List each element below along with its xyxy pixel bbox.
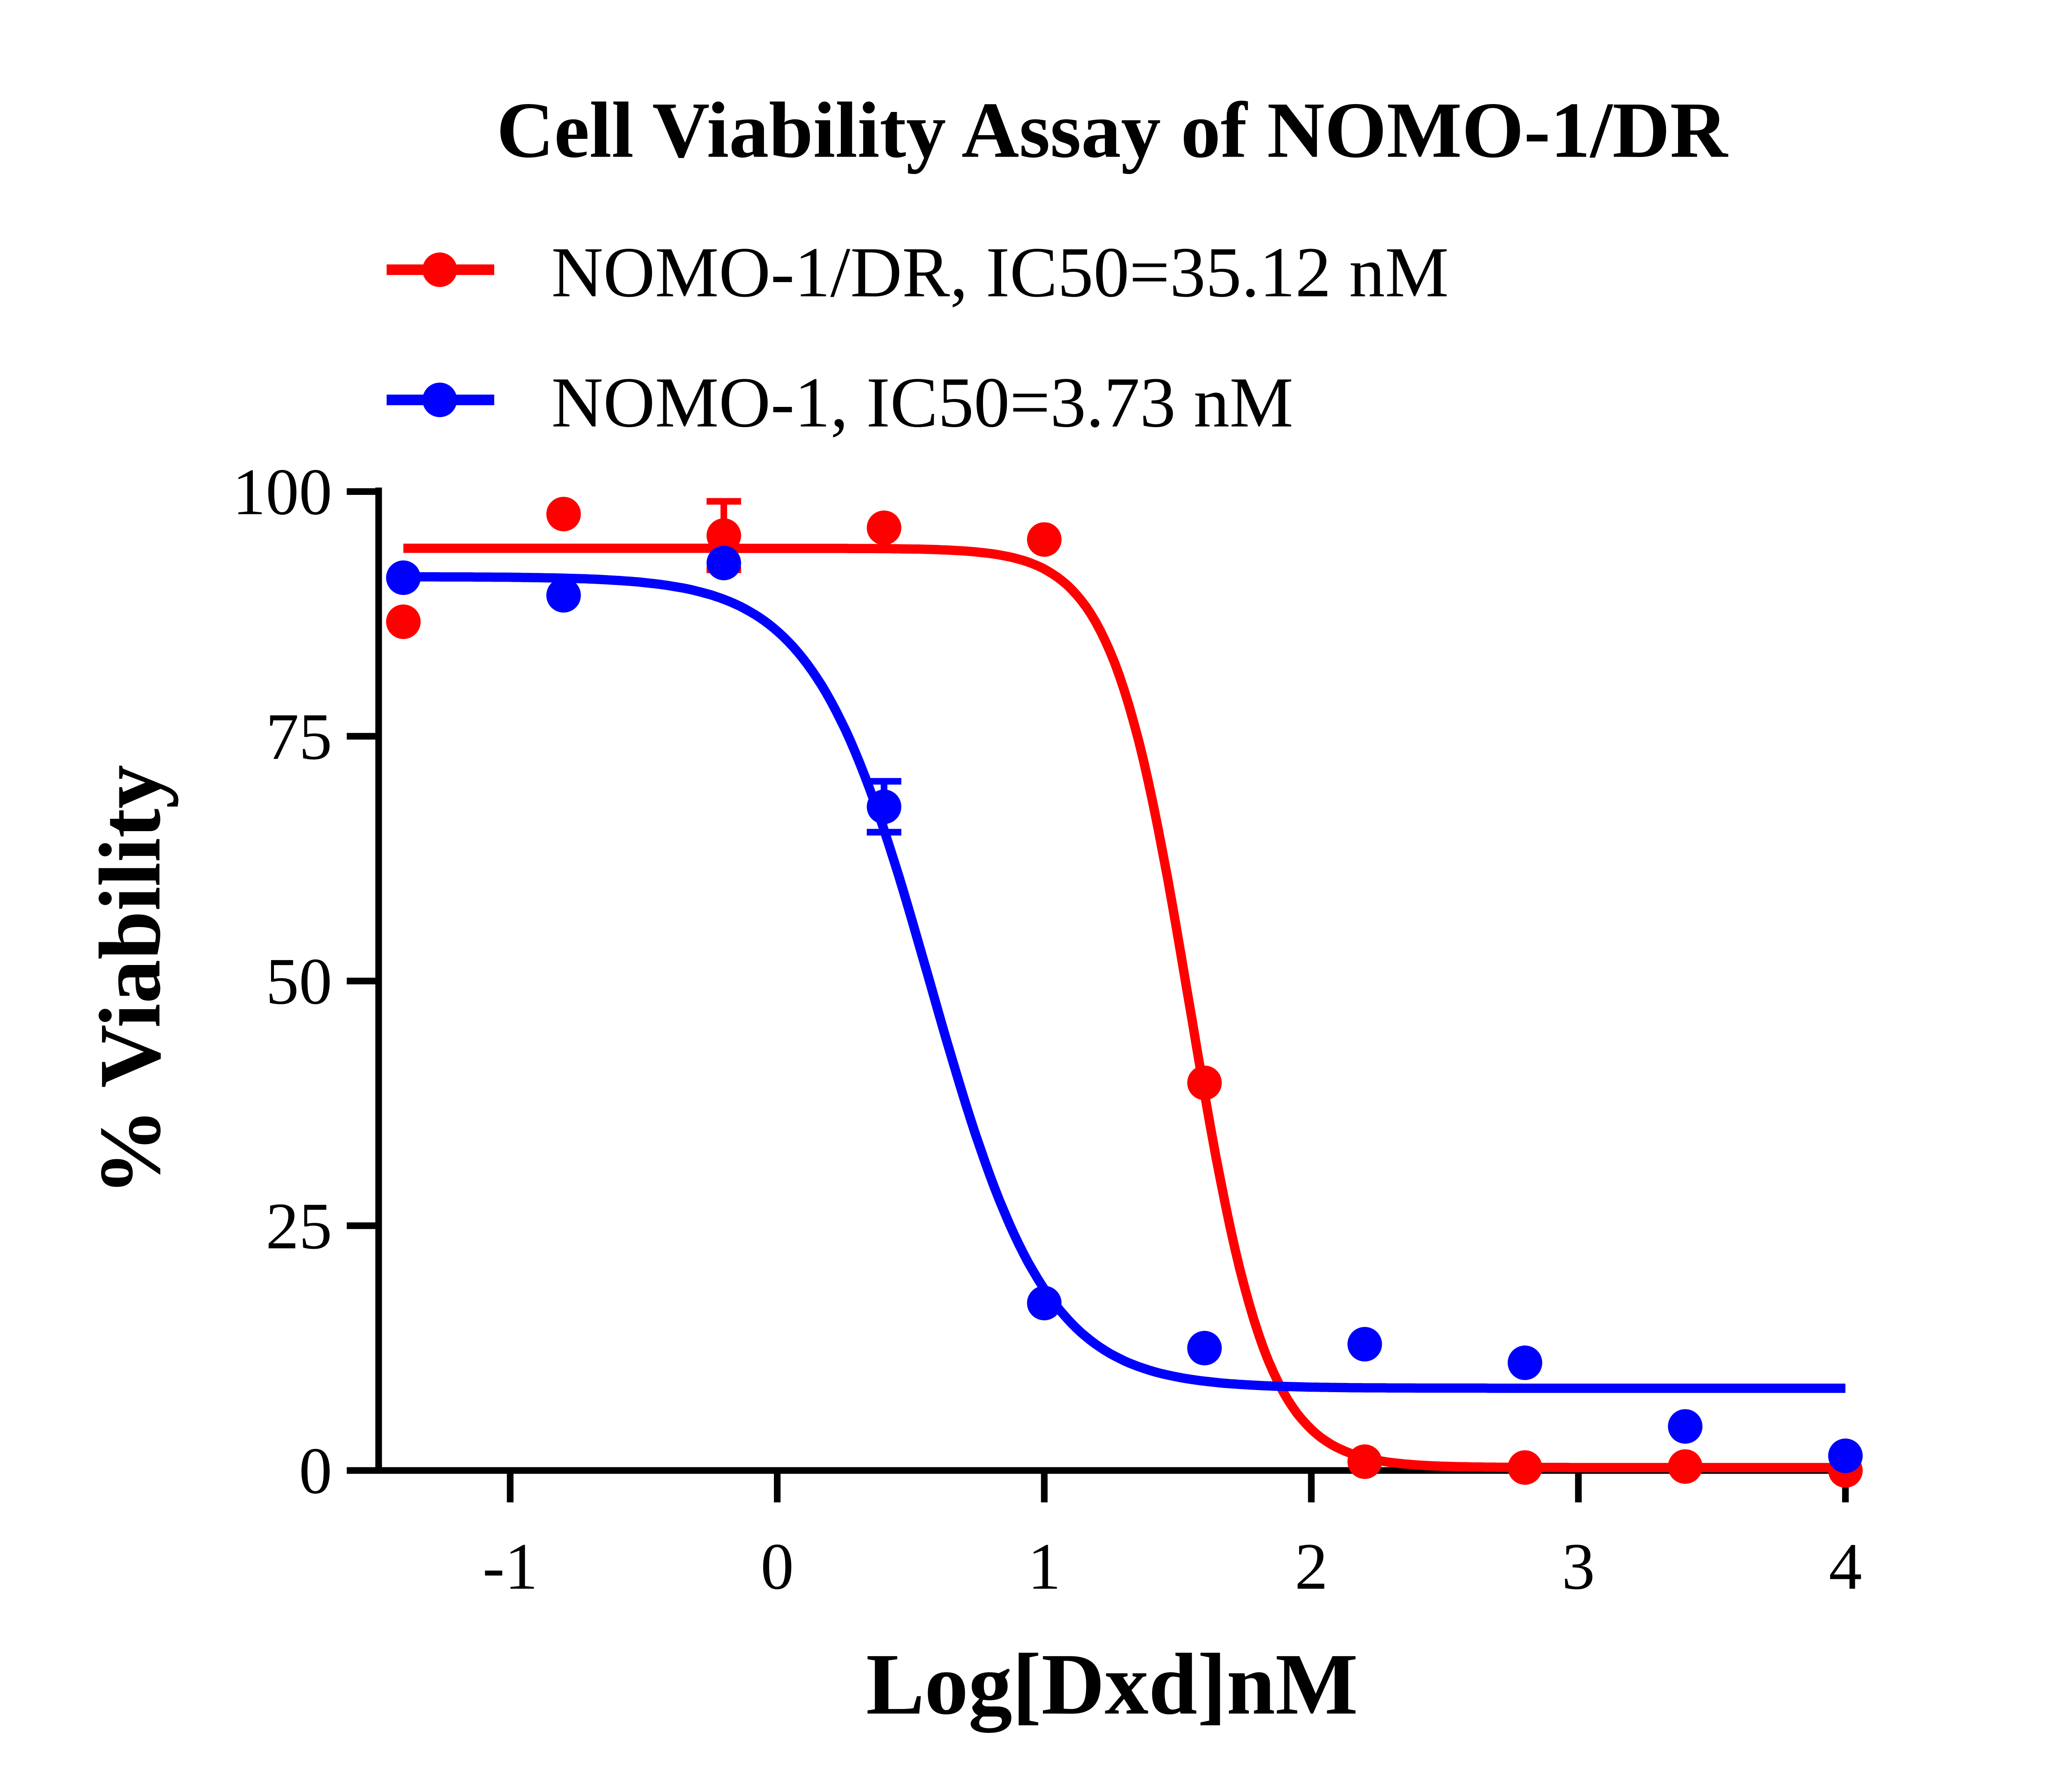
data-point (866, 789, 902, 824)
legend-label: NOMO-1/DR, IC50=35.12 nM (551, 232, 1449, 312)
data-point (1828, 1438, 1863, 1473)
chart-title: Cell Viability Assay of NOMO-1/DR (497, 86, 1728, 174)
data-point (1668, 1449, 1703, 1484)
legend-label: NOMO-1, IC50=3.73 nM (551, 362, 1293, 442)
data-point (546, 497, 581, 532)
x-axis-label: Log[Dxd]nM (866, 1635, 1358, 1733)
y-axis-label: % Viability (81, 765, 179, 1196)
data-point (1347, 1327, 1382, 1362)
x-tick-label: -1 (483, 1530, 538, 1603)
axes: -1 0 1 2 3 4 0 25 50 75 100 (233, 455, 1862, 1603)
legend-marker (422, 383, 457, 417)
data-point (1187, 1065, 1222, 1100)
data-point (1027, 522, 1062, 557)
data-point (546, 578, 581, 613)
fit-curve-1 (403, 543, 1846, 1472)
data-point (386, 604, 421, 639)
legend: NOMO-1/DR, IC50=35.12 nM NOMO-1, IC50=3.7… (386, 232, 1449, 442)
data-point (1027, 1286, 1062, 1321)
data-point (866, 510, 902, 545)
x-tick-label: 3 (1562, 1530, 1595, 1603)
plot-area (386, 497, 1863, 1488)
data-point (706, 546, 741, 580)
y-tick-label: 100 (233, 455, 332, 529)
data-point (1347, 1444, 1382, 1479)
data-point (1507, 1345, 1542, 1380)
y-tick-label: 50 (266, 944, 332, 1018)
data-point (706, 518, 741, 553)
legend-marker (422, 252, 457, 287)
data-point (1187, 1331, 1222, 1366)
y-tick-label: 25 (266, 1189, 332, 1263)
x-tick-label: 1 (1028, 1530, 1061, 1603)
y-tick-label: 75 (266, 700, 332, 773)
fit-curve-2 (403, 572, 1846, 1393)
x-tick-label: 2 (1295, 1530, 1328, 1603)
x-tick-label: 4 (1829, 1530, 1862, 1603)
data-point (1668, 1409, 1703, 1444)
y-tick-label: 0 (299, 1434, 332, 1507)
data-point (1507, 1450, 1542, 1485)
x-tick-label: 0 (761, 1530, 794, 1603)
data-point (386, 560, 421, 595)
